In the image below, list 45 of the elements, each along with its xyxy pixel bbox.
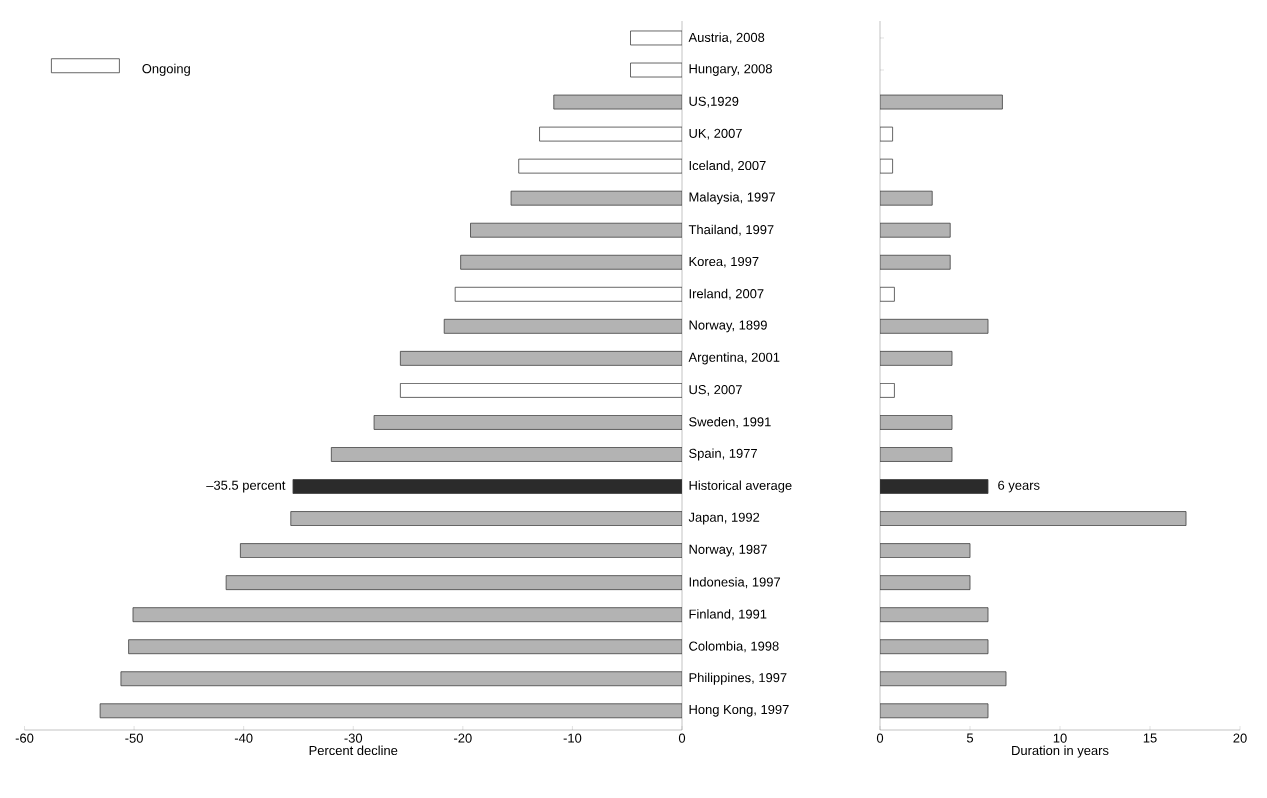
y-tick-label: Hong Kong, 1997 [689,704,789,717]
bar [880,479,989,494]
x-tick-label: 0 [876,733,884,743]
y-tick-label: Ireland, 2007 [689,288,764,300]
x-tick-label: -20 [454,733,472,743]
bar [880,511,1187,526]
y-tick-label: US, 2007 [689,385,742,396]
y-tick-label: Sweden, 1991 [689,416,771,428]
y-tick-label: Iceland, 2007 [689,160,766,172]
x-tick-label: 10 [1053,733,1067,743]
x-axis-title: Duration in years [1012,745,1109,758]
x-tick-label: 15 [1143,733,1157,743]
y-tick-label: Philippines, 1997 [689,672,787,685]
x-tick-label: -10 [563,733,582,743]
x-axis-title: Percent decline [309,745,398,756]
x-tick-label: 20 [1233,733,1247,743]
y-tick-label: Colombia, 1998 [689,641,779,653]
x-tick-label: -50 [125,733,143,743]
annotation: 6 years [998,480,1040,493]
y-tick-label: Indonesia, 1997 [689,577,781,589]
annotation: –35.5 percent [206,480,286,493]
y-tick-label: Historical average [689,480,792,493]
x-tick-label: -40 [234,733,253,743]
y-tick-label: Japan, 1992 [688,512,760,525]
y-tick-label: US,1929 [689,96,739,108]
x-tick-label: -60 [15,733,34,743]
y-tick-label: Norway, 1899 [689,320,767,333]
x-tick-label: 5 [966,733,974,743]
bar [880,543,971,558]
y-tick-label: Korea, 1997 [689,256,759,268]
y-tick-label: Spain, 1977 [689,448,757,461]
bar [880,447,953,462]
x-tick-label: 0 [678,733,686,743]
y-tick-label: UK, 2007 [689,128,742,140]
y-tick-label: Hungary, 2008 [689,64,772,76]
x-tick-label: -30 [344,733,363,743]
y-tick-label: Argentina, 2001 [688,352,780,365]
text: Ongoing [142,63,190,76]
bar [880,383,895,398]
y-tick-label: Malaysia, 1997 [689,192,775,205]
y-tick-label: Norway, 1987 [689,544,767,557]
bar [880,415,953,430]
y-tick-label: Austria, 2008 [688,32,765,44]
y-tick-label: Thailand, 1997 [688,224,774,236]
y-tick-label: Finland, 1991 [689,609,767,621]
